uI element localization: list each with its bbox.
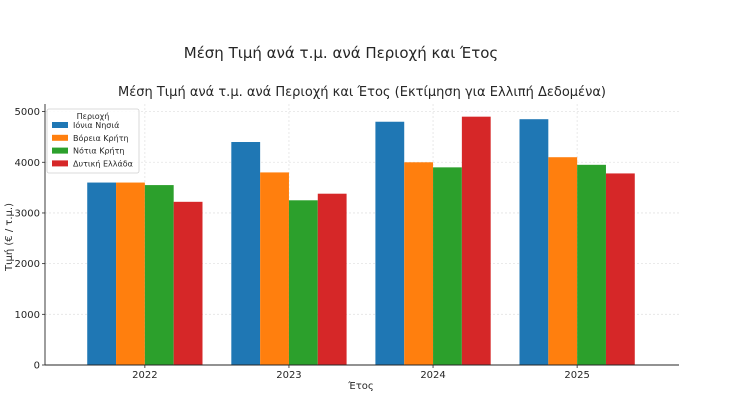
x-axis-label: Έτος xyxy=(347,380,373,392)
axes xyxy=(42,104,679,368)
bar xyxy=(404,162,434,365)
y-tick-label: 1000 xyxy=(15,310,40,321)
bar xyxy=(231,142,261,365)
legend-label: Ιόνια Νησιά xyxy=(73,120,119,130)
legend-items: Ιόνια Νησιά Βόρεια Κρήτη Νότια Κρήτη Δυτική… xyxy=(52,120,133,168)
legend-box xyxy=(46,108,140,174)
x-tick-label: 2024 xyxy=(420,370,445,381)
legend-title: Περιοχή xyxy=(77,112,110,121)
bar xyxy=(144,185,174,365)
bar xyxy=(605,173,635,365)
chart-title: Μέση Τιμή ανά τ.μ. ανά Περιοχή και Έτος … xyxy=(118,85,606,100)
bar xyxy=(173,201,203,365)
legend-label: Νότια Κρήτη xyxy=(73,146,125,156)
bar xyxy=(317,193,347,365)
x-tick-label: 2023 xyxy=(276,370,301,381)
bar xyxy=(433,167,462,365)
legend-label: Δυτική Ελλάδα xyxy=(73,159,133,168)
bar xyxy=(87,182,117,365)
bars-group xyxy=(87,116,635,366)
bar xyxy=(519,119,549,365)
bar xyxy=(548,157,578,365)
figure-suptitle: Μέση Τιμή ανά τ.μ. ανά Περιοχή και Έτος xyxy=(184,44,499,62)
bar xyxy=(288,200,318,365)
tick-labels: 0 1000 2000 3000 4000 5000 2022 2023 2024 2025 xyxy=(15,107,590,381)
y-tick-label: 3000 xyxy=(15,208,40,219)
legend: Περιοχή Ιόνια Νησιά Βόρεια Κρήτη Νότια Κρή… xyxy=(46,108,140,174)
legend-swatch xyxy=(52,122,68,128)
y-tick-label: 0 xyxy=(34,361,40,372)
bar xyxy=(260,172,289,365)
y-tick-label: 2000 xyxy=(15,259,40,270)
x-tick-label: 2022 xyxy=(132,370,157,381)
y-axis-label: Τιμή (€ / τ.μ.) xyxy=(3,203,15,272)
legend-swatch xyxy=(52,147,68,154)
bar xyxy=(375,121,405,366)
bar xyxy=(116,182,145,365)
bar xyxy=(577,164,606,365)
y-tick-label: 5000 xyxy=(15,107,40,118)
legend-label: Βόρεια Κρήτη xyxy=(73,133,129,143)
legend-swatch xyxy=(52,134,68,141)
bar xyxy=(461,116,491,365)
legend-swatch xyxy=(52,160,68,167)
y-tick-label: 4000 xyxy=(15,158,40,169)
x-tick-label: 2025 xyxy=(564,370,589,381)
